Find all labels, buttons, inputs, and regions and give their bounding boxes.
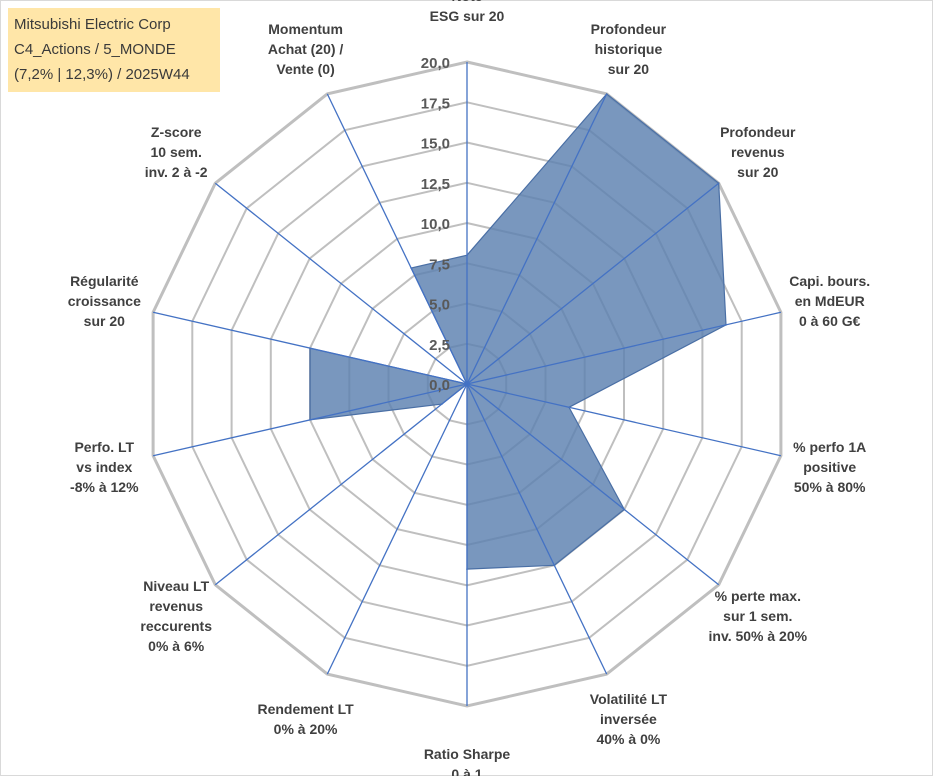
tick-label-7: 17,5 (421, 95, 450, 112)
spoke-13 (326, 93, 468, 385)
spoke-11 (152, 311, 468, 385)
tick-label-5: 12,5 (421, 176, 450, 193)
stock-info-box: Mitsubishi Electric Corp C4_Actions / 5_… (8, 8, 220, 92)
axis-label-11: Régularité croissance sur 20 (68, 273, 141, 329)
tick-label-1: 2,5 (429, 337, 450, 354)
portfolio-category: C4_Actions / 5_MONDE (14, 41, 176, 58)
company-name: Mitsubishi Electric Corp (14, 16, 171, 33)
spoke-8 (326, 383, 468, 675)
period-info: (7,2% | 12,3%) / 2025W44 (14, 66, 190, 83)
axis-label-7: Ratio Sharpe 0 à 1 (424, 746, 511, 776)
tick-label-4: 10,0 (421, 216, 450, 233)
radar-spokes (152, 62, 782, 706)
spoke-9 (214, 383, 468, 586)
axis-label-2: Profondeur revenus sur 20 (720, 124, 796, 180)
radar-tick-labels: 0,0 2,5 5,0 7,5 10,0 12,5 15,0 17,5 20,0 (421, 55, 450, 394)
axis-label-13: Momentum Achat (20) / Vente (0) (268, 21, 344, 77)
axis-label-8: Rendement LT 0% à 20% (257, 701, 354, 737)
axis-label-0: NoteESG sur 20 (430, 0, 505, 24)
spoke-4 (466, 383, 782, 457)
spoke-5 (466, 383, 720, 586)
tick-label-8: 20,0 (421, 55, 450, 72)
tick-label-3: 7,5 (429, 256, 450, 273)
spoke-1 (466, 93, 608, 385)
spoke-2 (466, 182, 720, 385)
axis-label-1: Profondeur historique sur 20 (591, 21, 667, 77)
series-area-0 (309, 93, 727, 570)
axis-label-6: Volatilité LT inversée 40% à 0% (590, 691, 668, 747)
axis-label-4: % perfo 1A positive 50% à 80% (793, 439, 866, 495)
spoke-6 (466, 383, 608, 675)
axis-label-10: Perfo. LT vs index -8% à 12% (70, 439, 139, 495)
axis-label-9: Niveau LT revenus reccurents 0% à 6% (140, 578, 212, 654)
axis-label-3: Capi. bours. en MdEUR 0 à 60 G€ (789, 273, 870, 329)
axis-label-5: % perte max. sur 1 sem. inv. 50% à 20% (709, 588, 808, 644)
tick-label-6: 15,0 (421, 136, 450, 153)
axis-label-12: Z-score 10 sem. inv. 2 à -2 (145, 124, 208, 180)
spoke-3 (466, 311, 782, 385)
tick-label-0: 0,0 (429, 377, 450, 394)
spoke-10 (152, 383, 468, 457)
tick-label-2: 5,0 (429, 297, 450, 314)
spoke-12 (214, 182, 468, 385)
